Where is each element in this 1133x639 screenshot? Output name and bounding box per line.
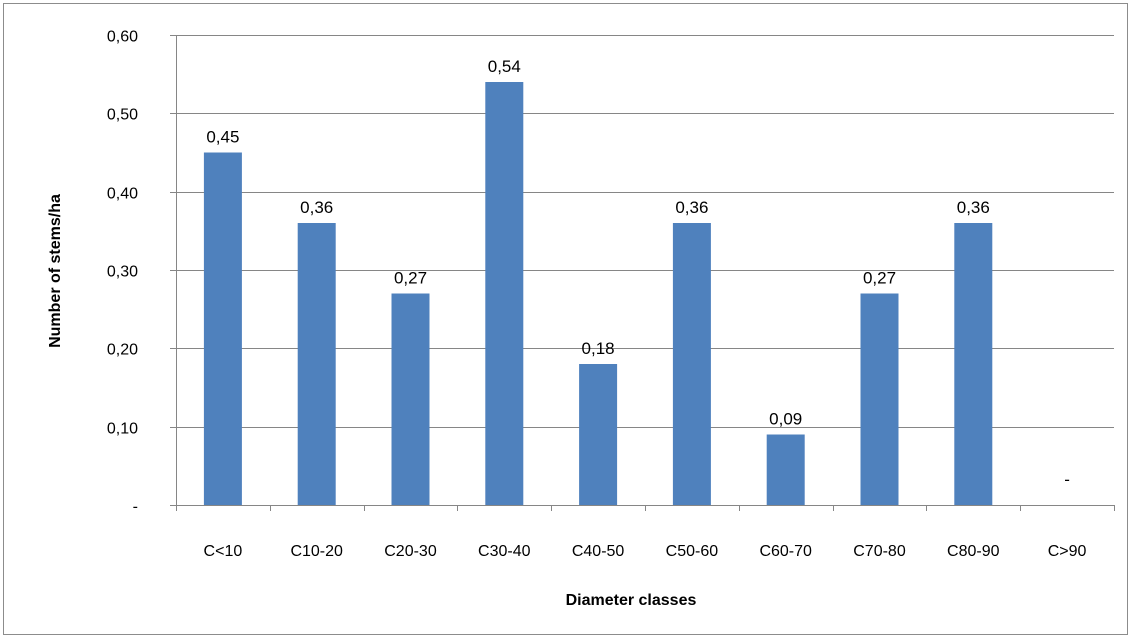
y-tick-label: 0,50 (107, 107, 138, 124)
bars (203, 82, 993, 505)
x-tick-label: C<10 (204, 543, 243, 560)
x-tick-label: C10-20 (290, 543, 343, 560)
bar (485, 82, 524, 505)
data-label: 0,45 (206, 128, 239, 147)
data-label: 0,18 (582, 339, 615, 358)
y-tick-label: 0,20 (107, 342, 138, 359)
x-tick-label: C40-50 (572, 543, 625, 560)
bar (297, 223, 336, 505)
x-tick-label: C50-60 (666, 543, 719, 560)
data-label: 0,27 (394, 269, 427, 288)
x-axis-title: Diameter classes (566, 592, 697, 609)
y-tick-label: 0,30 (107, 264, 138, 281)
labels: - 0,10 0,20 0,30 0,40 0,50 0,60 0,45 C<10 0,36 C10… (107, 29, 1087, 561)
data-label: 0,36 (300, 198, 333, 217)
bar (954, 223, 993, 505)
data-label: 0,09 (769, 410, 802, 429)
x-tick-label: C70-80 (853, 543, 906, 560)
y-axis-title: Number of stems/ha (47, 194, 64, 348)
y-tick-label: 0,40 (107, 186, 138, 203)
x-tick-label: C60-70 (759, 543, 812, 560)
chart-frame (3, 3, 1128, 635)
x-tick-label: C80-90 (947, 543, 1000, 560)
y-tick-label: 0,10 (107, 421, 138, 438)
bar (766, 434, 805, 505)
axes (170, 35, 1115, 511)
y-tick-label: 0,60 (107, 29, 138, 46)
bar (203, 152, 242, 505)
data-label: - (1064, 470, 1070, 489)
x-tick-label: C>90 (1048, 543, 1087, 560)
data-label: 0,54 (488, 57, 521, 76)
bar (391, 293, 430, 505)
y-tick-label: - (133, 499, 138, 516)
data-label: 0,36 (675, 198, 708, 217)
bar (672, 223, 711, 505)
bar (579, 364, 618, 505)
data-label: 0,36 (957, 198, 990, 217)
data-label: 0,27 (863, 269, 896, 288)
x-tick-label: C20-30 (384, 543, 437, 560)
bar (860, 293, 899, 505)
x-tick-label: C30-40 (478, 543, 531, 560)
